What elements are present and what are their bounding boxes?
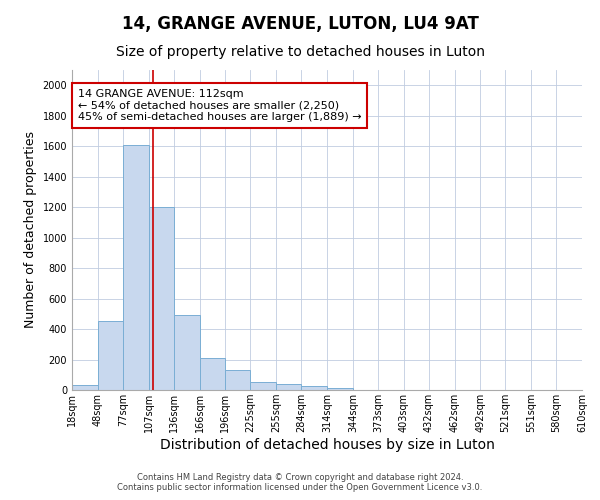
Bar [250,382,276,390]
Bar [173,316,199,390]
Bar [301,386,327,390]
Bar [327,388,353,390]
Text: 14 GRANGE AVENUE: 112sqm
← 54% of detached houses are smaller (2,250)
45% of sem: 14 GRANGE AVENUE: 112sqm ← 54% of detach… [78,89,362,122]
Bar [72,384,98,390]
Text: 14, GRANGE AVENUE, LUTON, LU4 9AT: 14, GRANGE AVENUE, LUTON, LU4 9AT [122,15,478,33]
Bar [199,358,226,390]
Bar [226,370,250,390]
X-axis label: Distribution of detached houses by size in Luton: Distribution of detached houses by size … [160,438,494,452]
Bar [149,207,173,390]
Bar [98,320,123,390]
Y-axis label: Number of detached properties: Number of detached properties [24,132,37,328]
Text: Contains HM Land Registry data © Crown copyright and database right 2024.
Contai: Contains HM Land Registry data © Crown c… [118,473,482,492]
Bar [276,384,301,390]
Text: Size of property relative to detached houses in Luton: Size of property relative to detached ho… [115,45,485,59]
Bar [123,144,149,390]
